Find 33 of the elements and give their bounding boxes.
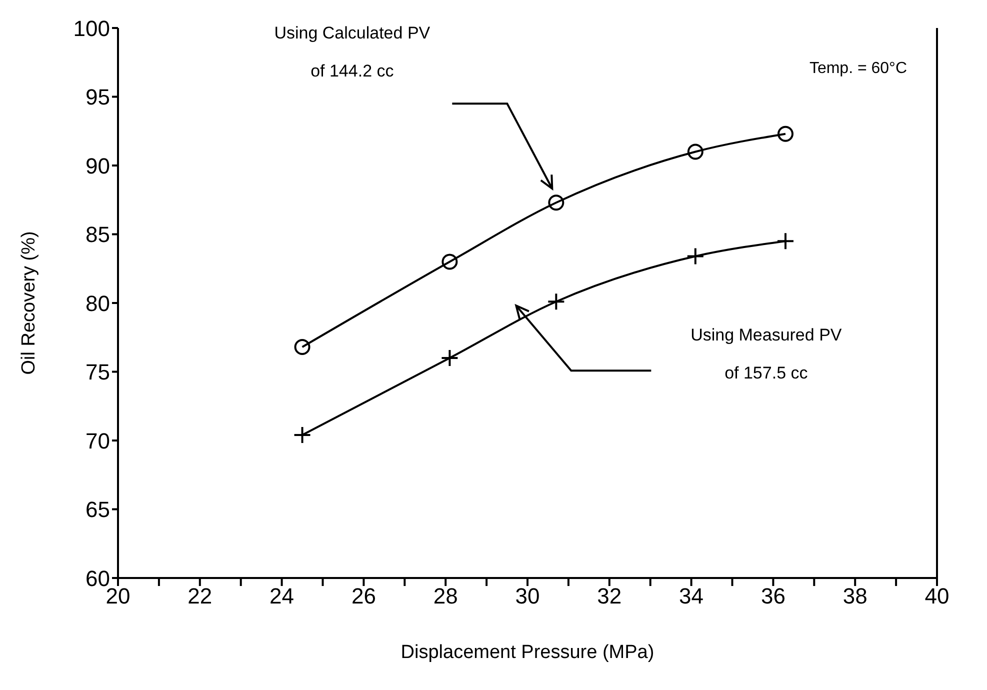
y-tick-label: 95 <box>86 84 110 110</box>
point <box>687 144 704 160</box>
x-tick-label: 34 <box>679 584 704 609</box>
point <box>294 339 310 355</box>
point <box>686 247 704 266</box>
point <box>548 194 564 211</box>
x-tick-label: 36 <box>760 584 786 609</box>
x-tick-label: 40 <box>924 584 950 609</box>
point <box>442 254 458 270</box>
x-axis-title: Displacement Pressure (MPa) <box>400 642 654 663</box>
y-tick-label: 70 <box>86 428 110 454</box>
annotation: Using Measured PV of 157.5 cc <box>690 326 842 383</box>
point <box>776 232 794 250</box>
point <box>777 126 794 142</box>
x-tick-label: 24 <box>270 584 294 609</box>
annotation: Temp. = 60°C <box>809 60 907 77</box>
x-tick-label: 26 <box>351 584 376 609</box>
x-tick-label: 28 <box>433 584 458 609</box>
annotation: Using Calculated PV of 144.2 cc <box>274 24 431 81</box>
y-tick-label: 65 <box>86 497 110 522</box>
y-axis-title: Oil Recovery (%) <box>18 231 40 375</box>
y-tick-label: 100 <box>73 16 110 41</box>
x-tick-label: 38 <box>842 584 868 609</box>
point <box>440 349 459 367</box>
x-tick-label: 30 <box>515 584 540 609</box>
y-tick-label: 75 <box>86 360 110 385</box>
point <box>293 426 312 444</box>
y-tick-label: 80 <box>86 290 110 316</box>
y-tick-label: 85 <box>86 222 110 248</box>
y-tick-label: 90 <box>86 153 110 178</box>
x-tick-label: 22 <box>188 584 212 609</box>
point <box>547 292 566 311</box>
x-tick-label: 32 <box>597 584 622 609</box>
